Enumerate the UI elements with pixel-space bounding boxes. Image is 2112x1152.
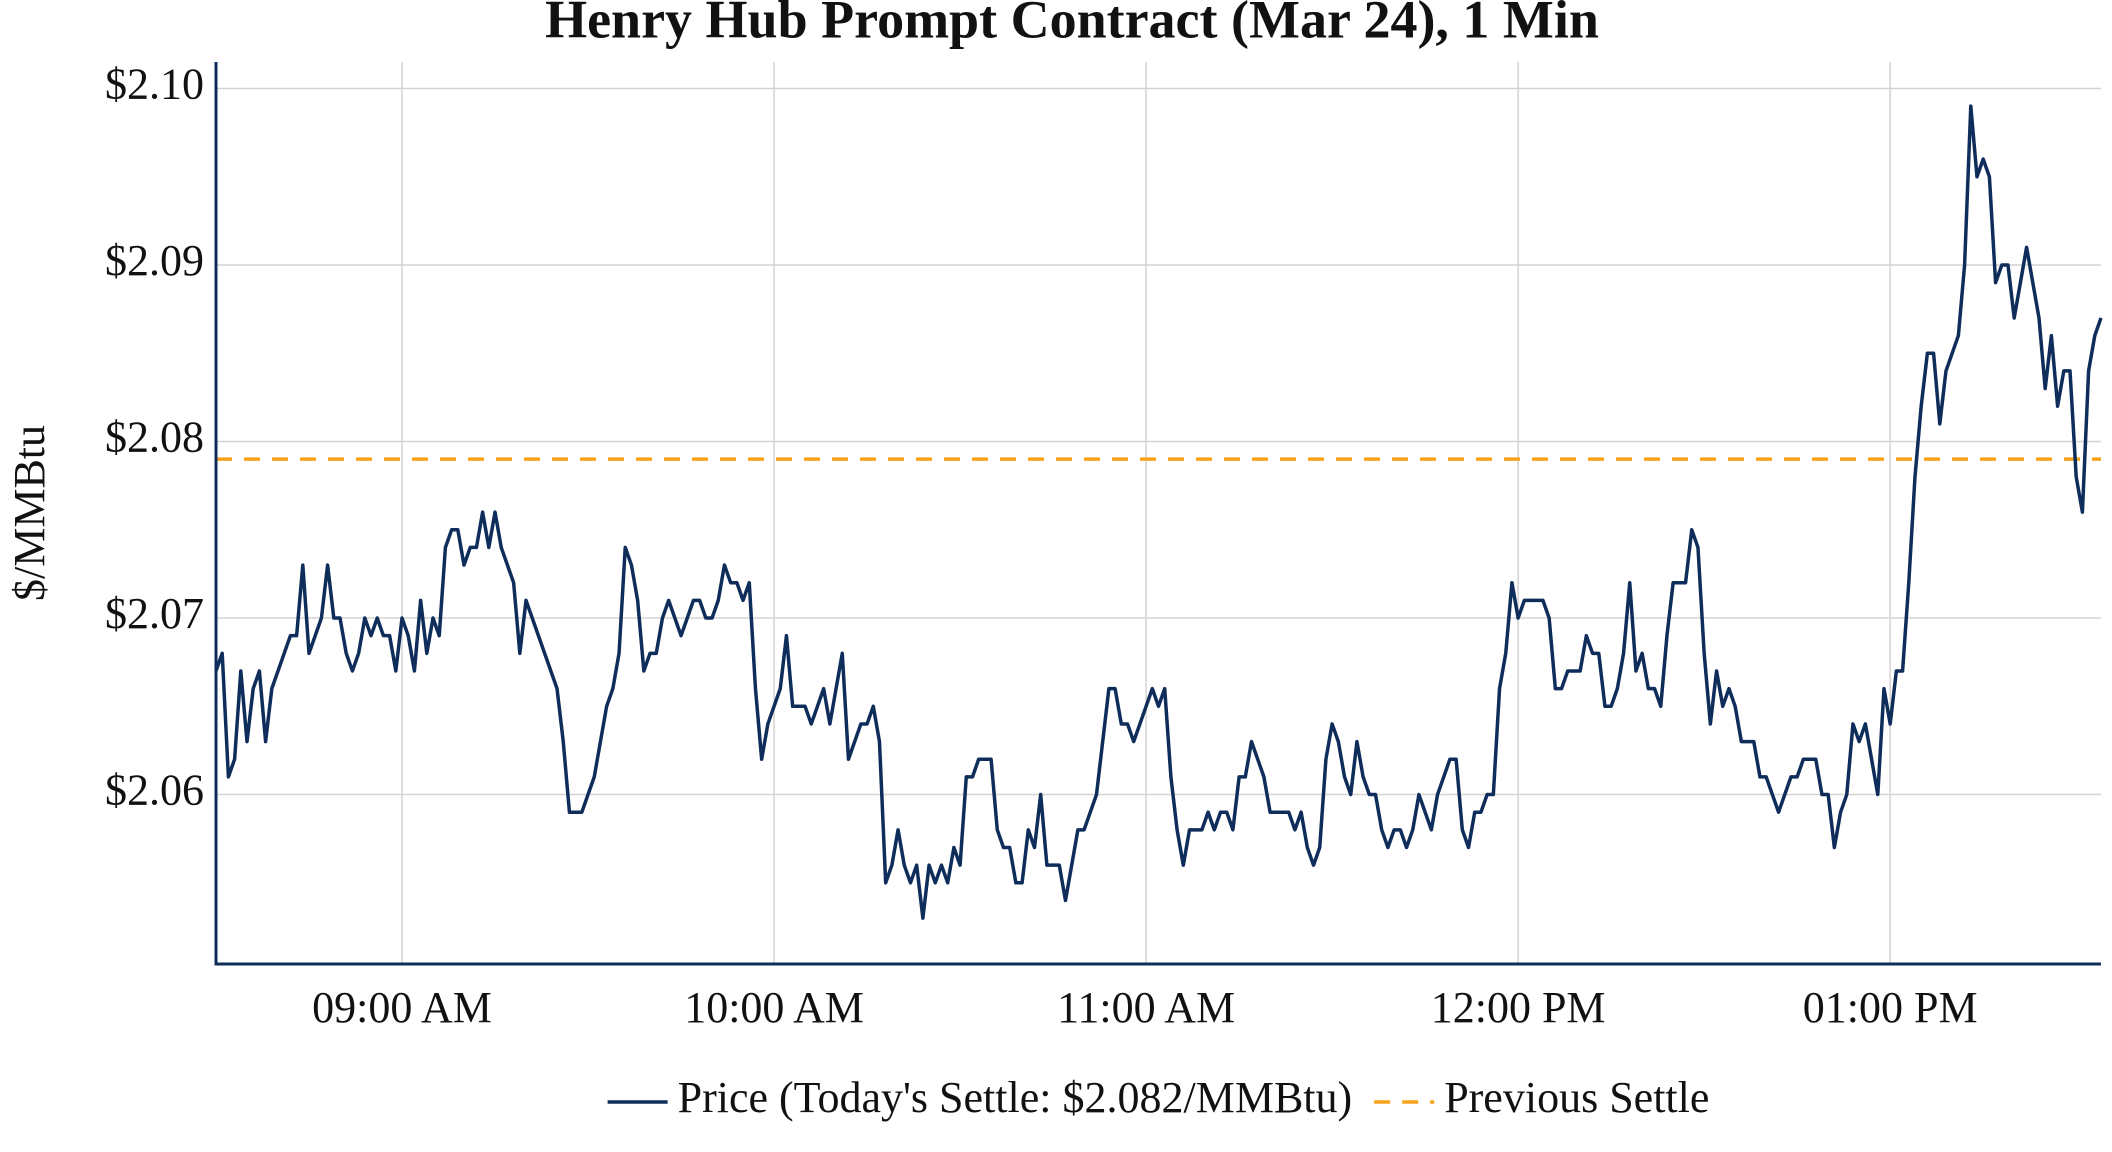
x-tick-label: 10:00 AM (684, 983, 864, 1032)
y-tick-label: $2.08 (105, 413, 204, 462)
y-tick-label: $2.06 (105, 766, 204, 815)
legend-label: Previous Settle (1444, 1073, 1709, 1122)
x-tick-label: 11:00 AM (1057, 983, 1235, 1032)
chart-title: Henry Hub Prompt Contract (Mar 24), 1 Mi… (545, 0, 1599, 49)
x-tick-label: 12:00 PM (1431, 983, 1606, 1032)
x-tick-label: 01:00 PM (1803, 983, 1978, 1032)
price-line (214, 104, 2103, 920)
y-tick-label: $2.09 (105, 236, 204, 285)
y-tick-label: $2.10 (105, 60, 204, 109)
x-tick-label: 09:00 AM (312, 983, 492, 1032)
legend-label: Price (Today's Settle: $2.082/MMBtu) (678, 1073, 1353, 1122)
y-tick-label: $2.07 (105, 589, 204, 638)
y-axis-label: $/MMBtu (5, 425, 54, 601)
